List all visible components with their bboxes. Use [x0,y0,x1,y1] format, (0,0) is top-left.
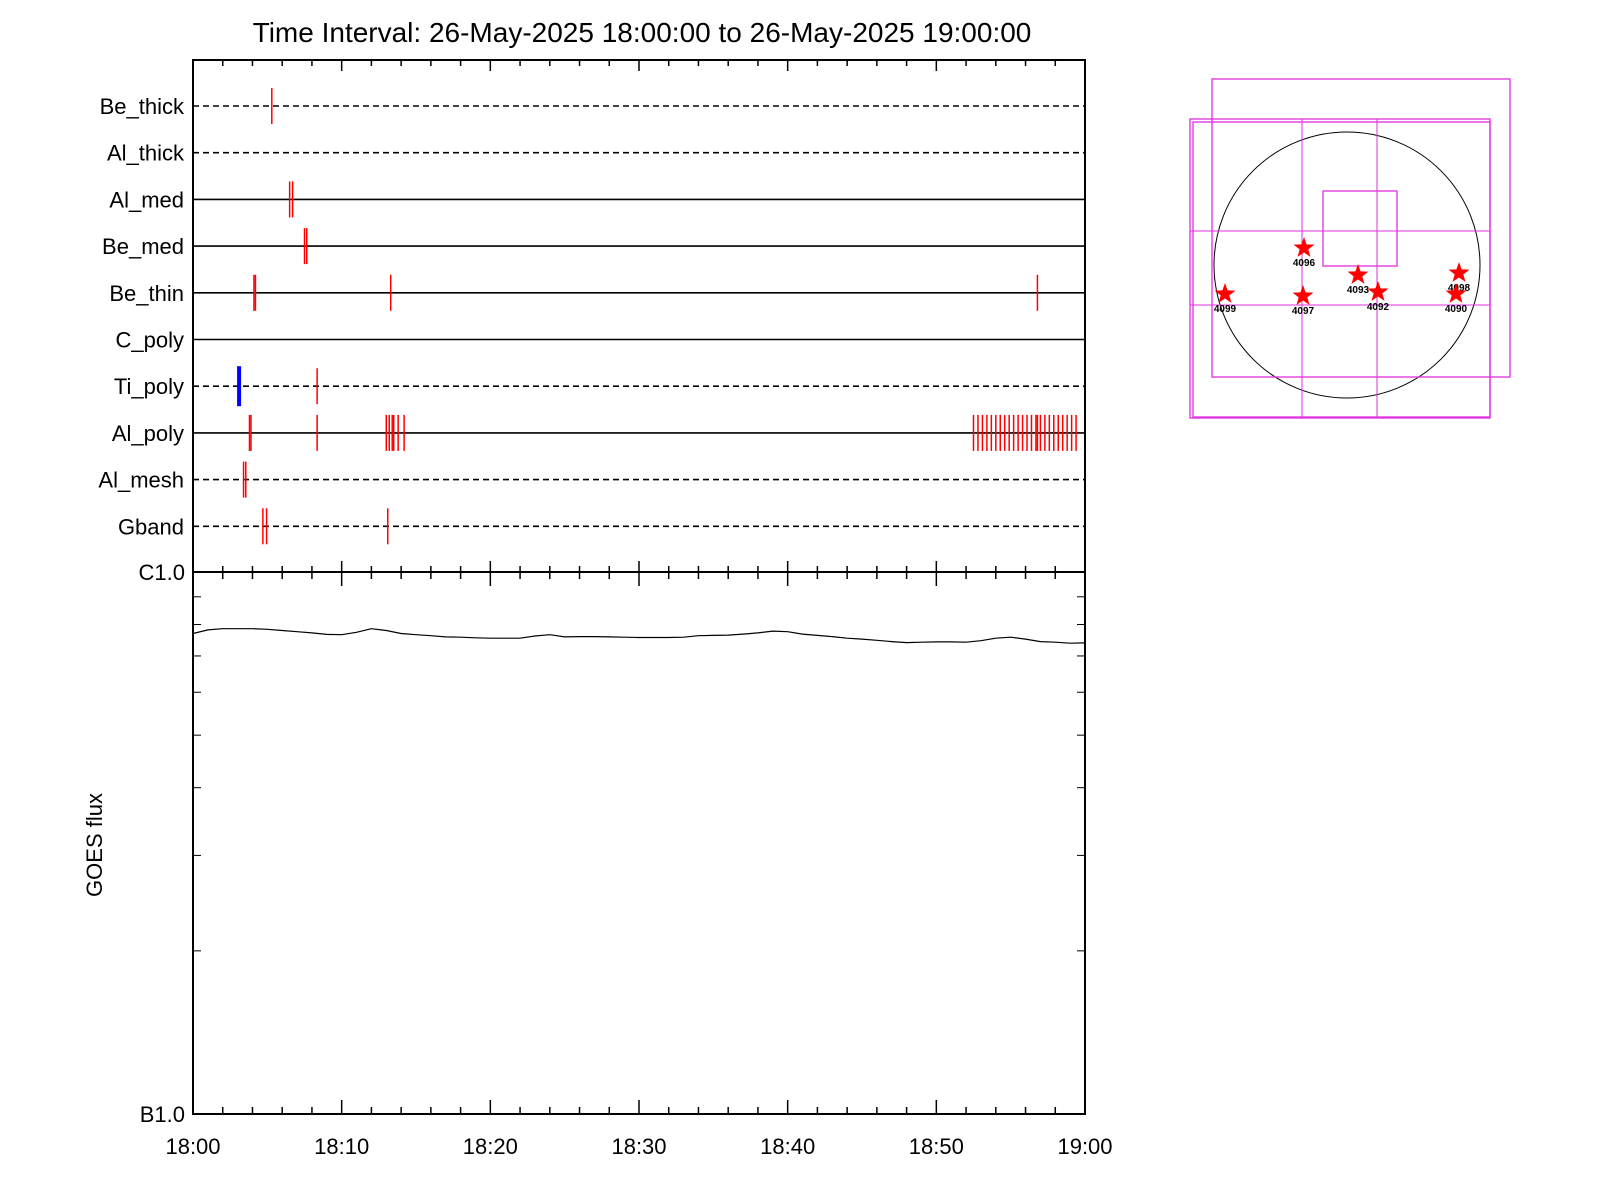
active-region-star [1214,283,1236,303]
fov-box [1192,121,1491,418]
filter-label: Al_thick [107,141,185,166]
timeline-frame [192,59,1086,573]
y-tick-label: C1.0 [139,560,185,585]
active-region-4090: 4090 [1445,283,1468,315]
y-tick-label: B1.0 [140,1102,185,1127]
active-region-label: 4098 [1448,283,1471,294]
chart-title: Time Interval: 26-May-2025 18:00:00 to 2… [253,17,1032,48]
active-region-4096: 4096 [1293,237,1316,269]
active-region-4098: 4098 [1448,262,1471,294]
solar-disk [1213,131,1481,399]
solar-map-panel: 4096 4093 4098 4099 4097 4092 4090 [1189,78,1511,419]
fov-box [1322,190,1398,267]
filter-row-be-med: Be_med [102,228,1085,265]
active-region-label: 4093 [1347,285,1370,296]
active-region-star [1448,262,1470,282]
active-region-4097: 4097 [1292,285,1315,317]
x-tick-label: 19:00 [1057,1134,1112,1159]
filter-label: Gband [118,514,184,539]
active-region-4093: 4093 [1347,264,1370,296]
y-tick-labels: B1.0 C1.0 [139,560,185,1127]
filter-label: Be_thin [109,281,184,306]
active-region-label: 4097 [1292,306,1315,317]
fov-box [1211,78,1511,378]
active-region-star [1293,237,1315,257]
fov-box [1189,118,1491,419]
x-tick-label: 18:30 [611,1134,666,1159]
filter-row-ti-poly: Ti_poly [114,366,1085,407]
filter-label: Al_med [109,187,184,212]
filter-row-al-thick: Al_thick [107,141,1085,166]
filter-row-al-mesh: Al_mesh [98,461,1085,498]
x-tick-label: 18:20 [463,1134,518,1159]
goes-frame [192,571,1086,1115]
active-region-star [1445,283,1467,303]
x-tick-label: 18:40 [760,1134,815,1159]
filter-row-be-thick: Be_thick [100,88,1085,124]
filter-row-be-thin: Be_thin [109,274,1085,311]
filter-row-al-poly: Al_poly [112,414,1085,451]
filter-label: Be_thick [100,94,185,119]
x-tick-label: 18:10 [314,1134,369,1159]
filter-row-c-poly: C_poly [116,328,1085,353]
filter-label: Al_poly [112,421,184,446]
active-region-label: 4099 [1214,304,1237,315]
filter-row-gband: Gband [118,508,1085,545]
active-region-label: 4096 [1293,258,1316,269]
goes-flux-line [192,628,1086,644]
active-region-4092: 4092 [1367,281,1390,313]
active-region-star [1367,281,1389,301]
active-region-label: 4090 [1445,304,1468,315]
filter-label: Be_med [102,234,184,259]
filter-label: Ti_poly [114,374,184,399]
x-tick-label: 18:50 [909,1134,964,1159]
filter-label: Al_mesh [98,468,184,493]
filter-label: C_poly [116,328,184,353]
y-axis-label: GOES flux [82,793,107,897]
x-tick-label: 18:00 [165,1134,220,1159]
filter-row-al-med: Al_med [109,181,1085,218]
active-region-star [1347,264,1369,284]
filter-timeline-panel: Be_thick Al_thick Al_med Be_med Be_thin C_pol… [98,59,1086,573]
goes-flux-panel [192,571,1086,1115]
active-region-star [1292,285,1314,305]
x-tick-labels: 18:00 18:10 18:20 18:30 18:40 18:50 19:00 [165,1134,1112,1159]
active-region-label: 4092 [1367,302,1390,313]
active-region-4099: 4099 [1214,283,1237,315]
